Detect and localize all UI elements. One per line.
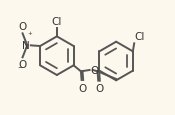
Text: O: O [90, 65, 99, 75]
Text: O: O [18, 60, 26, 70]
Text: Cl: Cl [135, 32, 145, 42]
Text: $\mathregular{^-}$: $\mathregular{^-}$ [16, 63, 24, 72]
Text: $\mathregular{^+}$: $\mathregular{^+}$ [26, 30, 34, 39]
Text: O: O [78, 83, 86, 93]
Text: O: O [18, 22, 26, 32]
Text: N: N [22, 41, 29, 51]
Text: Cl: Cl [52, 17, 62, 26]
Text: O: O [95, 84, 103, 93]
